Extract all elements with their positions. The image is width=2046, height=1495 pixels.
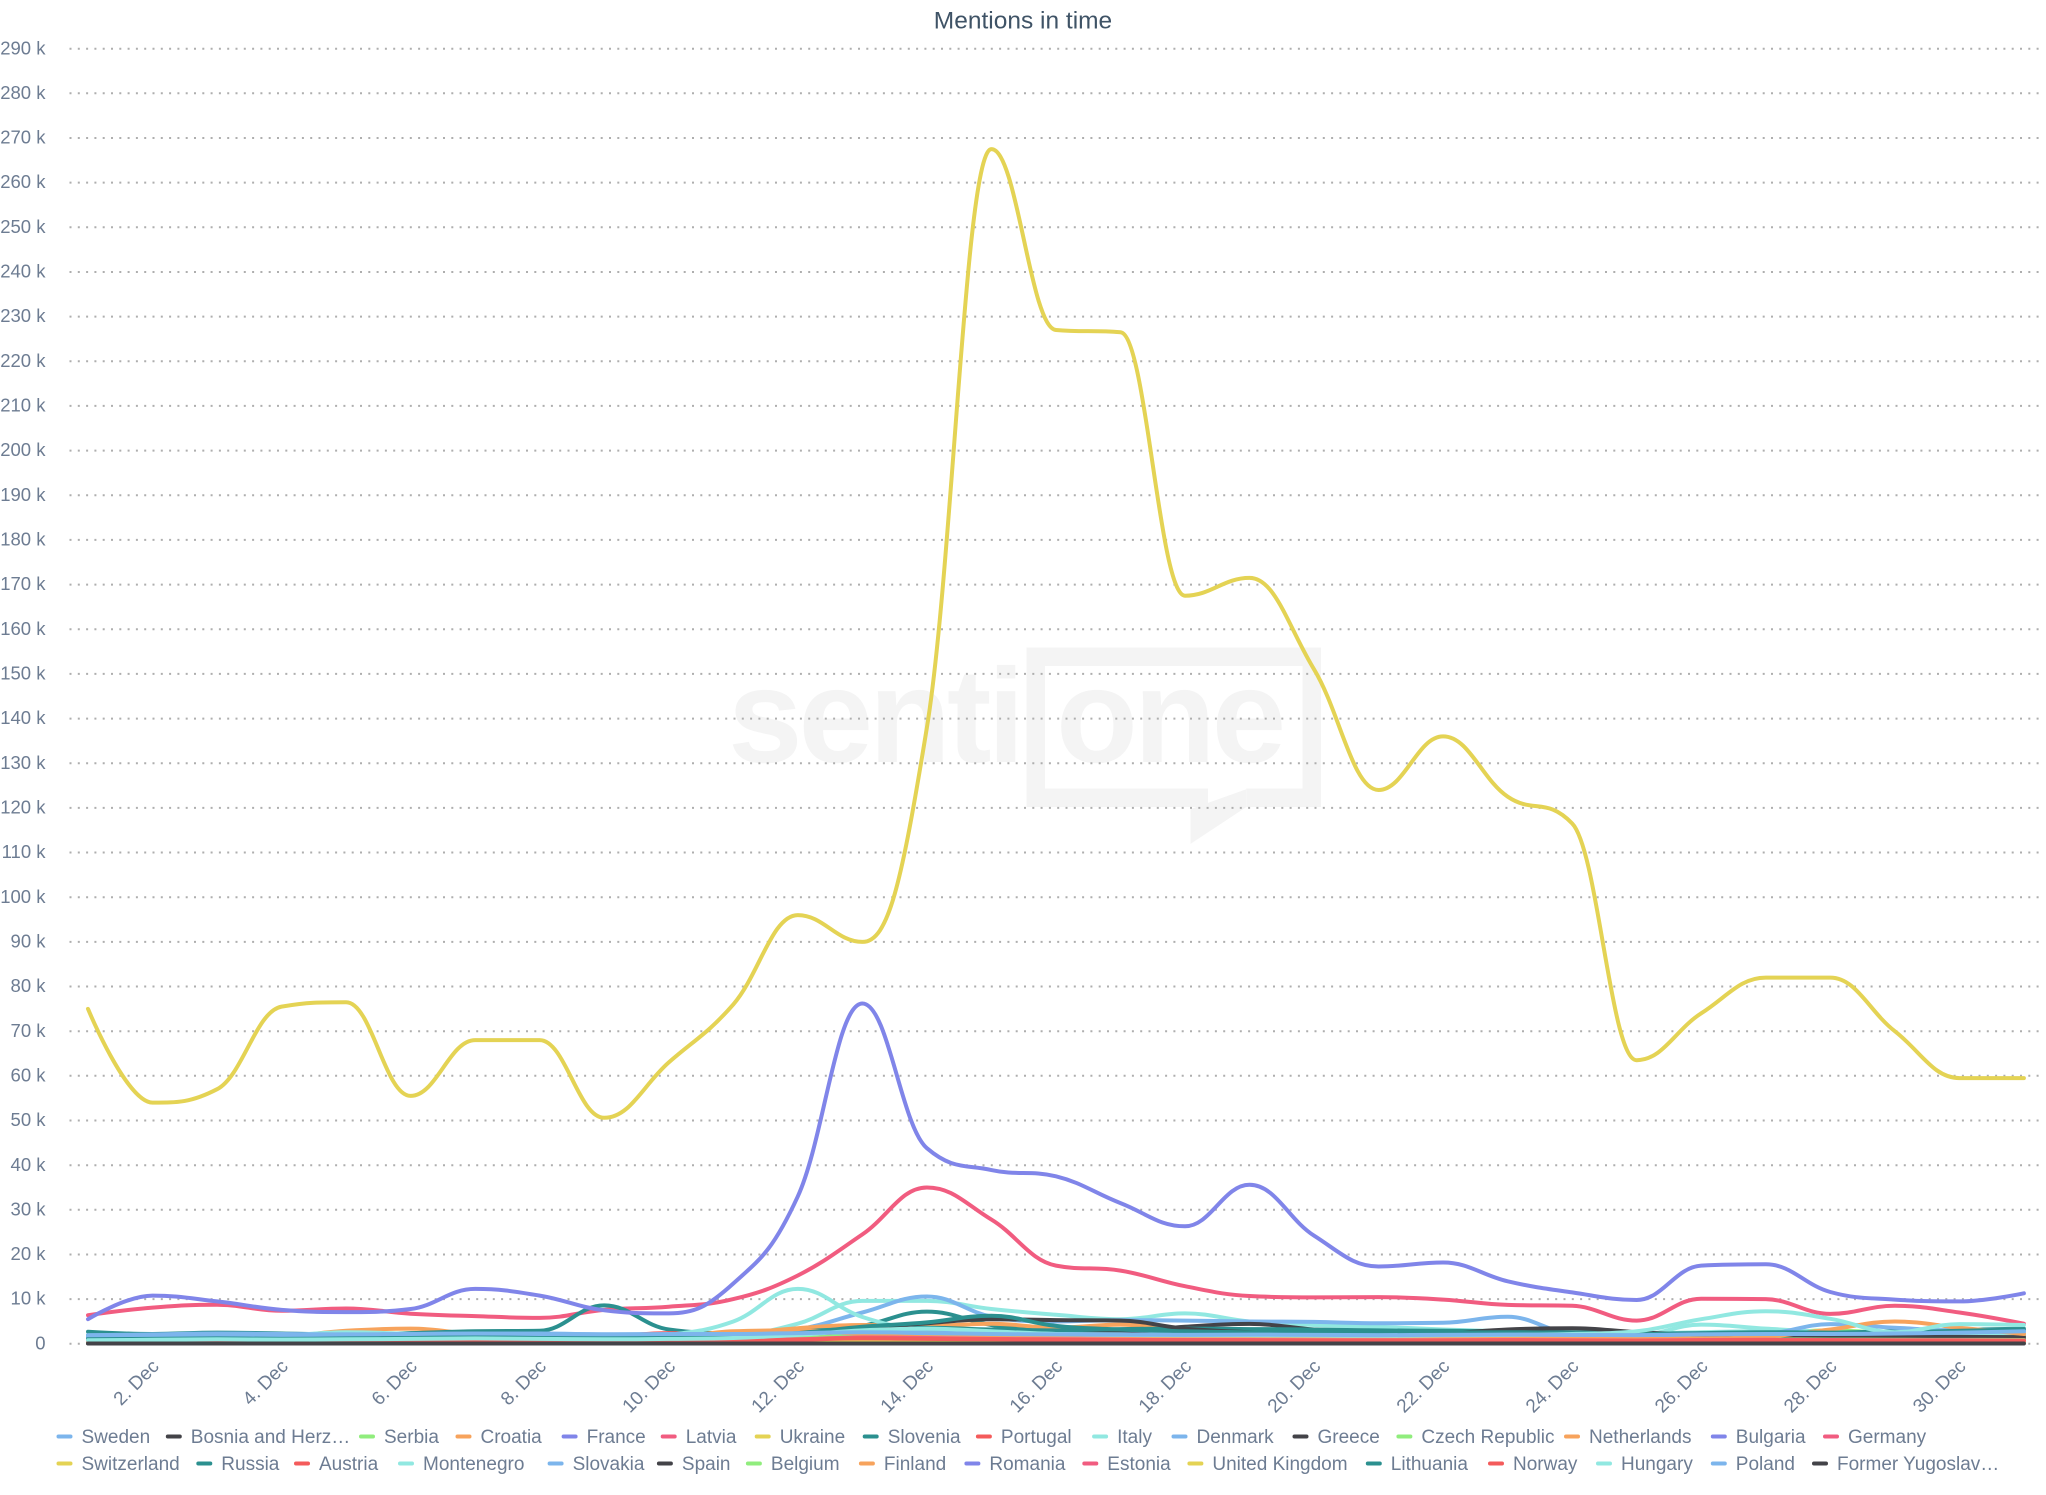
svg-text:180 k: 180 k	[0, 529, 46, 550]
svg-text:Greece: Greece	[1318, 1427, 1380, 1448]
svg-text:Spain: Spain	[682, 1454, 731, 1475]
svg-text:150 k: 150 k	[0, 663, 46, 684]
svg-text:170 k: 170 k	[0, 573, 46, 594]
svg-text:240 k: 240 k	[0, 261, 46, 282]
svg-text:250 k: 250 k	[0, 216, 46, 237]
svg-text:Netherlands: Netherlands	[1589, 1427, 1691, 1448]
svg-text:200 k: 200 k	[0, 439, 46, 460]
svg-text:100 k: 100 k	[0, 886, 46, 907]
svg-text:110 k: 110 k	[2, 841, 47, 862]
svg-text:Slovenia: Slovenia	[888, 1427, 961, 1448]
svg-text:280 k: 280 k	[0, 82, 46, 103]
svg-text:30 k: 30 k	[11, 1198, 47, 1219]
svg-text:Slovakia: Slovakia	[573, 1454, 645, 1475]
svg-text:Bosnia and Herz…: Bosnia and Herz…	[191, 1427, 350, 1448]
svg-text:Germany: Germany	[1848, 1427, 1927, 1448]
svg-text:Croatia: Croatia	[481, 1427, 543, 1448]
svg-text:70 k: 70 k	[11, 1020, 47, 1041]
svg-text:50 k: 50 k	[11, 1109, 47, 1130]
svg-text:Romania: Romania	[989, 1454, 1065, 1475]
svg-text:80 k: 80 k	[11, 975, 47, 996]
svg-text:Austria: Austria	[319, 1454, 379, 1475]
svg-text:Norway: Norway	[1513, 1454, 1578, 1475]
svg-text:Former Yugoslav…: Former Yugoslav…	[1837, 1454, 1999, 1475]
svg-text:Belgium: Belgium	[771, 1454, 840, 1475]
svg-text:Montenegro: Montenegro	[423, 1454, 524, 1475]
svg-text:0: 0	[35, 1332, 45, 1353]
svg-text:290 k: 290 k	[0, 37, 46, 58]
svg-text:Mentions in time: Mentions in time	[934, 8, 1112, 35]
svg-text:Ukraine: Ukraine	[780, 1427, 845, 1448]
svg-text:Sweden: Sweden	[82, 1427, 151, 1448]
svg-text:260 k: 260 k	[0, 171, 46, 192]
svg-text:270 k: 270 k	[0, 127, 46, 148]
svg-text:Lithuania: Lithuania	[1391, 1454, 1469, 1475]
svg-text:140 k: 140 k	[0, 707, 46, 728]
svg-text:Finland: Finland	[884, 1454, 946, 1475]
svg-text:220 k: 220 k	[0, 350, 46, 371]
svg-text:Serbia: Serbia	[384, 1427, 439, 1448]
svg-text:160 k: 160 k	[0, 618, 46, 639]
svg-text:United Kingdom: United Kingdom	[1212, 1454, 1347, 1475]
svg-text:Denmark: Denmark	[1197, 1427, 1275, 1448]
svg-text:20 k: 20 k	[11, 1243, 47, 1264]
svg-text:230 k: 230 k	[0, 305, 46, 326]
svg-text:Portugal: Portugal	[1001, 1427, 1072, 1448]
svg-text:40 k: 40 k	[11, 1154, 47, 1175]
svg-text:Italy: Italy	[1117, 1427, 1152, 1448]
svg-text:Latvia: Latvia	[686, 1427, 737, 1448]
svg-text:one: one	[1056, 642, 1282, 791]
svg-text:190 k: 190 k	[0, 484, 46, 505]
svg-text:Hungary: Hungary	[1621, 1454, 1693, 1475]
svg-text:Czech Republic: Czech Republic	[1421, 1427, 1554, 1448]
svg-text:120 k: 120 k	[0, 797, 46, 818]
svg-text:210 k: 210 k	[0, 395, 46, 416]
svg-text:France: France	[587, 1427, 646, 1448]
svg-text:Estonia: Estonia	[1107, 1454, 1171, 1475]
svg-text:Bulgaria: Bulgaria	[1736, 1427, 1806, 1448]
svg-text:senti: senti	[728, 642, 1021, 791]
svg-text:Russia: Russia	[221, 1454, 280, 1475]
svg-text:10 k: 10 k	[11, 1288, 47, 1309]
svg-text:60 k: 60 k	[11, 1064, 47, 1085]
svg-text:Poland: Poland	[1736, 1454, 1795, 1475]
svg-text:130 k: 130 k	[0, 752, 46, 773]
svg-text:Switzerland: Switzerland	[82, 1454, 180, 1475]
svg-text:90 k: 90 k	[11, 931, 47, 952]
